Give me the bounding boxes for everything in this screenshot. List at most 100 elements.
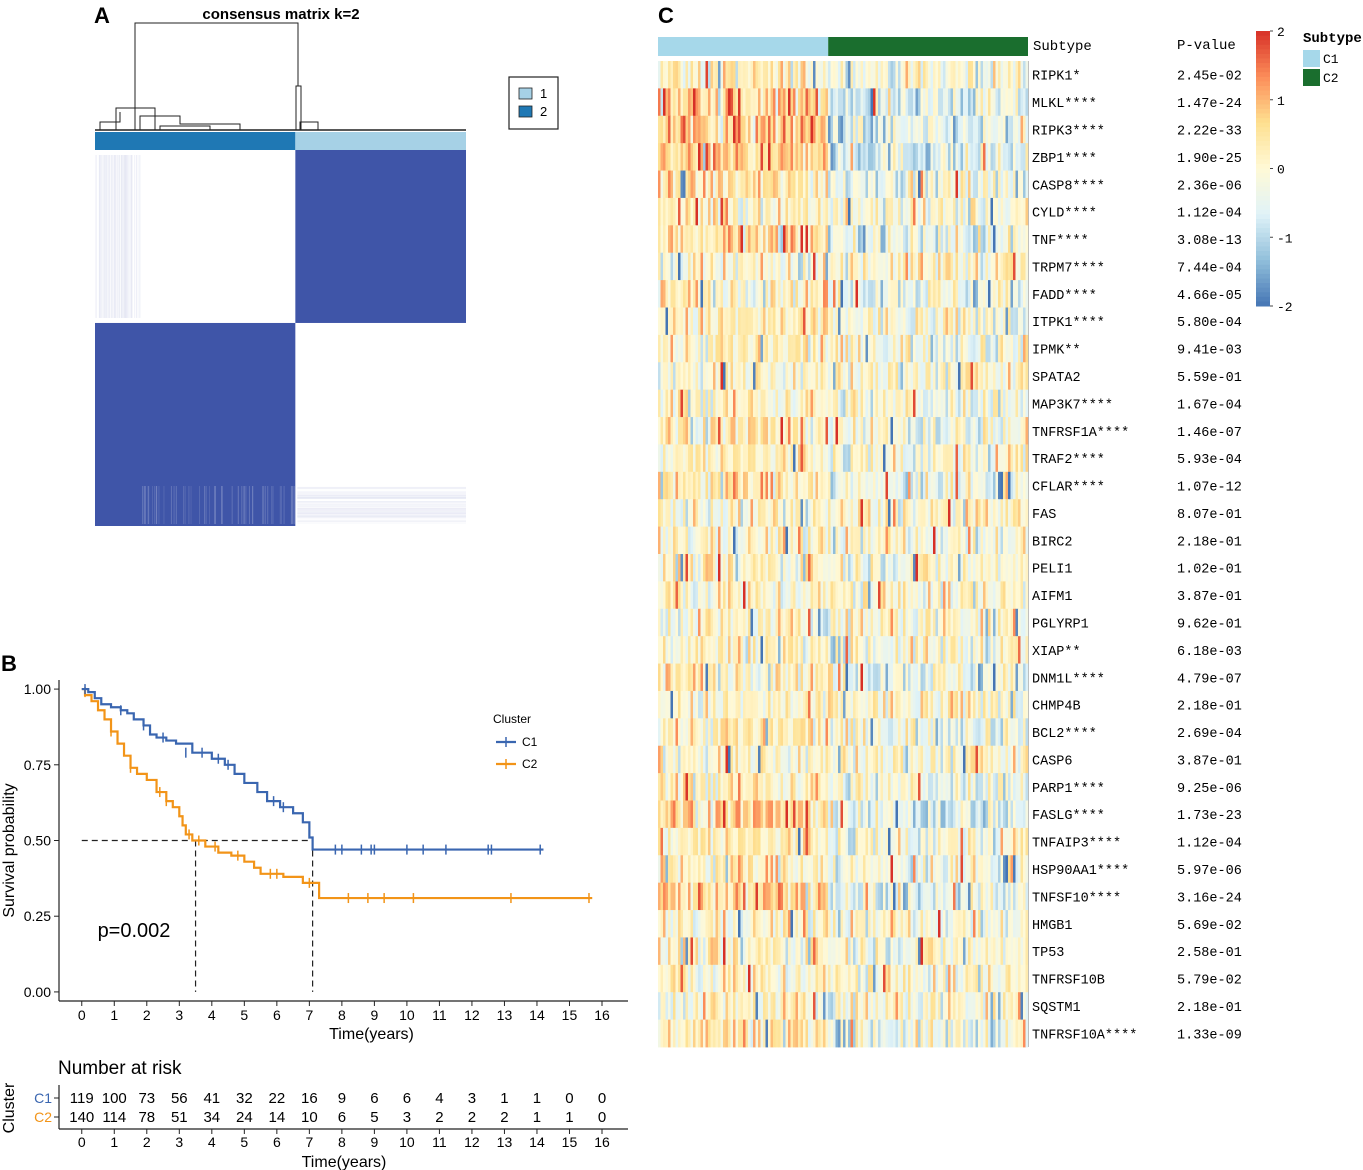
dendro-right-b — [299, 121, 319, 130]
color-scale-segment — [1256, 255, 1270, 261]
color-scale-segment — [1256, 223, 1270, 229]
risk-table-body: C1 119 100 73 56 41 32 22 16 9 6 6 4 3 1 1 0 0C2 140 114 78 5… — [34, 1085, 628, 1150]
cluster-legend-box — [508, 76, 559, 130]
heatmap-row — [658, 61, 1029, 89]
color-scale-segment — [1256, 173, 1270, 179]
risk-count-c2: 78 — [138, 1109, 155, 1126]
gene-label: MLKL**** — [1032, 97, 1097, 112]
risk-count-c2: 1 — [565, 1109, 573, 1126]
risk-row-label-c2: C2 — [34, 1109, 52, 1125]
risk-count-c1: 6 — [403, 1090, 411, 1107]
risk-count-c2: 10 — [301, 1109, 318, 1126]
color-scale-segment — [1256, 296, 1270, 302]
color-scale-segment — [1256, 145, 1270, 151]
risk-x-tick-label: 12 — [464, 1134, 480, 1150]
color-scale-segment — [1256, 260, 1270, 266]
risk-count-c2: 114 — [102, 1109, 126, 1126]
risk-table-title: Number at risk — [58, 1058, 182, 1079]
risk-row-label-c1: C1 — [34, 1090, 52, 1106]
dendro-left-d — [159, 125, 211, 130]
gene-p-value: 2.36e-06 — [1177, 179, 1242, 194]
color-scale-segment — [1256, 127, 1270, 133]
risk-count-c1: 16 — [301, 1090, 318, 1107]
gene-label: IPMK** — [1032, 344, 1081, 359]
gene-label: TNFAIP3**** — [1032, 837, 1121, 852]
gene-label: TP53 — [1032, 946, 1064, 961]
heatmap-row — [658, 170, 1029, 199]
risk-x-tick-label: 0 — [78, 1134, 86, 1150]
heatmap-row — [658, 663, 1029, 692]
gene-label: FAS — [1032, 508, 1056, 523]
p-value-header: P-value — [1177, 38, 1236, 54]
dendrogram — [95, 22, 466, 131]
gene-label: BIRC2 — [1032, 535, 1073, 550]
heatmap-row — [658, 745, 1029, 774]
heatmap-row — [658, 800, 1029, 829]
color-scale-segment — [1256, 251, 1270, 257]
color-scale-segment — [1256, 81, 1270, 87]
heatmap-row — [658, 307, 1029, 336]
gene-label: FASLG**** — [1032, 809, 1105, 824]
risk-count-c1: 22 — [269, 1090, 286, 1107]
color-scale-segment — [1256, 150, 1270, 156]
heatmap-row — [658, 937, 1029, 966]
dendro-root — [134, 22, 299, 130]
subtype-legend-label-c2: C2 — [1323, 71, 1339, 86]
gene-p-value: 6.18e-03 — [1177, 645, 1242, 660]
subtype-legend-label-c1: C1 — [1323, 52, 1339, 67]
km-curves — [81, 684, 593, 992]
color-scale-segment — [1256, 86, 1270, 92]
gene-p-value: 5.69e-02 — [1177, 919, 1242, 934]
gene-label: PARP1**** — [1032, 782, 1105, 797]
risk-count-c1: 0 — [565, 1090, 573, 1107]
color-scale-segment — [1256, 108, 1270, 114]
km-legend-label-c1: C1 — [522, 735, 538, 749]
risk-count-c1: 0 — [598, 1090, 606, 1107]
gene-p-value: 2.22e-33 — [1177, 124, 1242, 139]
km-x-tick-label: 5 — [240, 1007, 248, 1023]
gene-p-value: 3.87e-01 — [1177, 754, 1242, 769]
subtype-legend: Subtype C1 C2 — [1303, 31, 1362, 86]
risk-count-c1: 1 — [500, 1090, 508, 1107]
color-scale-segment — [1256, 168, 1270, 174]
color-scale-segment — [1256, 292, 1270, 298]
heatmap-row — [658, 334, 1029, 363]
dendro-right — [295, 85, 302, 130]
km-x-tick-label: 11 — [432, 1007, 447, 1023]
gene-label: TRPM7**** — [1032, 261, 1105, 276]
risk-count-c1: 4 — [435, 1090, 443, 1107]
gene-p-value: 9.25e-06 — [1177, 782, 1242, 797]
risk-count-c2: 5 — [370, 1109, 378, 1126]
gene-p-value: 3.16e-24 — [1177, 891, 1242, 906]
gene-label: CFLAR**** — [1032, 481, 1105, 496]
heatmap-row — [658, 444, 1029, 473]
panel-a: A consensus matrix k=2 1 2 — [94, 3, 559, 526]
km-x-tick-label: 14 — [529, 1007, 545, 1023]
risk-x-tick-label: 10 — [399, 1134, 415, 1150]
color-scale-segment — [1256, 163, 1270, 169]
risk-count-c2: 2 — [468, 1109, 476, 1126]
heatmap-row — [658, 471, 1029, 500]
risk-count-c1: 9 — [338, 1090, 346, 1107]
heatmap-row — [658, 554, 1029, 582]
heatmap-row — [658, 718, 1029, 747]
gene-p-value: 1.47e-24 — [1177, 97, 1242, 112]
heatmap-row — [658, 115, 1029, 144]
color-scale-segment — [1256, 269, 1270, 275]
km-y-label: Survival probability — [1, 783, 18, 917]
risk-x-tick-label: 5 — [240, 1134, 248, 1150]
color-scale-segment — [1256, 209, 1270, 215]
gene-label: TNFRSF10A**** — [1032, 1028, 1137, 1043]
panel-a-title: consensus matrix k=2 — [202, 6, 359, 23]
km-legend-label-c2: C2 — [522, 757, 538, 771]
color-scale-tick-label: 0 — [1277, 163, 1285, 178]
heatmap-row — [658, 225, 1029, 254]
color-scale-segment — [1256, 200, 1270, 206]
gene-label: CASP8**** — [1032, 179, 1105, 194]
km-legend: Cluster C1 C2 — [493, 712, 538, 771]
risk-count-c1: 56 — [171, 1090, 188, 1107]
color-scale-segment — [1256, 141, 1270, 147]
gene-p-value: 1.12e-04 — [1177, 207, 1242, 222]
risk-count-c2: 14 — [269, 1109, 286, 1126]
gene-p-value: 5.93e-04 — [1177, 453, 1242, 468]
